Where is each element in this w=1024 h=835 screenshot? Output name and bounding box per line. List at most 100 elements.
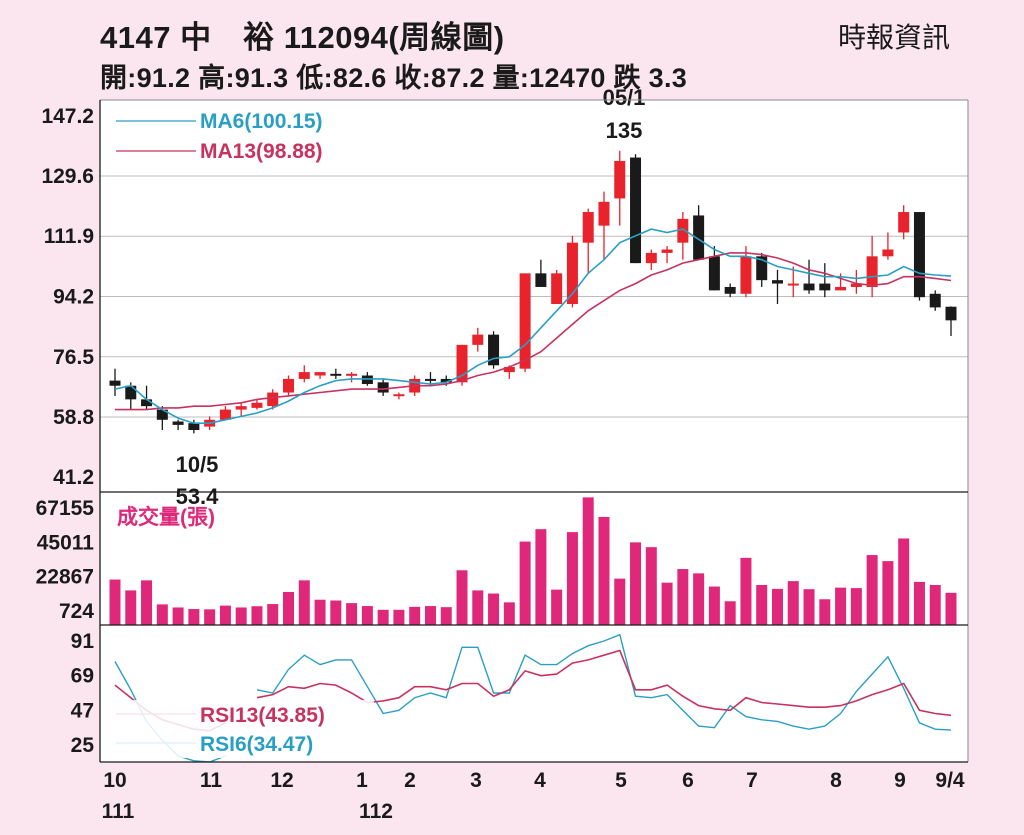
volume-bar: [803, 589, 815, 625]
volume-bar: [724, 601, 736, 625]
volume-bar: [346, 603, 358, 625]
volume-bar: [377, 609, 389, 625]
candle-body: [708, 256, 720, 291]
candle-body: [424, 378, 436, 381]
candle-body: [235, 406, 247, 410]
x-month-label: 9/4: [935, 769, 965, 792]
volume-tick-label: 45011: [37, 531, 95, 554]
x-month-label: 8: [830, 769, 842, 792]
candle-body: [346, 373, 358, 376]
volume-bar: [756, 584, 768, 625]
volume-bar: [866, 555, 878, 625]
rsi13-legend-label: RSI13(43.85): [200, 704, 325, 727]
ma6-line: [114, 228, 952, 424]
candle-body: [519, 273, 531, 369]
price-tick-label: 76.5: [53, 346, 94, 369]
candle-body: [945, 306, 957, 321]
volume-bar: [787, 581, 799, 625]
candle-body: [756, 256, 768, 281]
volume-bar: [188, 609, 200, 625]
volume-bar: [929, 584, 941, 625]
ma6-legend-label: MA6(100.15): [200, 110, 323, 133]
candle-body: [661, 249, 673, 253]
candle-body: [630, 157, 642, 264]
volume-bar: [314, 599, 326, 625]
price-tick-label: 147.2: [41, 105, 94, 128]
candle-body: [440, 378, 452, 383]
volume-bar: [393, 609, 405, 625]
volume-bar: [850, 588, 862, 625]
price-summary: 開:91.2 高:91.3 低:82.6 收:87.2 量:12470 跌 3.…: [100, 63, 688, 93]
candle-body: [740, 256, 752, 294]
volume-bar: [913, 581, 925, 625]
candle-body: [219, 409, 231, 420]
volume-bar: [598, 516, 610, 625]
price-tick-label: 94.2: [53, 286, 94, 309]
volume-bar: [835, 587, 847, 625]
candle-body: [156, 409, 168, 420]
volume-bar: [551, 589, 563, 625]
volume-bar: [645, 547, 657, 625]
volume-bar: [330, 600, 342, 625]
chart-title: 4147 中 裕 112094(周線圖): [100, 20, 505, 55]
volume-legend-label: 成交量(張): [117, 505, 215, 529]
candle-body: [377, 382, 389, 393]
volume-bar: [819, 599, 831, 625]
volume-bar: [235, 607, 247, 625]
volume-bar: [283, 591, 295, 625]
candle-body: [677, 218, 689, 243]
candle-body: [456, 344, 468, 383]
rsi-tick-label: 25: [71, 734, 95, 757]
volume-tick-label: 22867: [36, 566, 94, 589]
candle-body: [330, 373, 342, 376]
candle-body: [488, 334, 500, 366]
x-month-label: 11: [200, 769, 223, 792]
volume-bar: [630, 542, 642, 625]
price-tick-label: 58.8: [53, 406, 94, 429]
low-value-label: 53.4: [176, 484, 220, 509]
candle-body: [787, 283, 799, 286]
volume-bar: [519, 541, 531, 625]
candle-body: [472, 334, 484, 345]
candle-body: [693, 215, 705, 260]
candle-body: [393, 394, 405, 397]
volume-bar: [488, 593, 500, 625]
volume-tick-label: 67155: [36, 497, 95, 520]
volume-bar: [251, 606, 263, 625]
x-month-label: 4: [534, 769, 546, 792]
candle-body: [566, 242, 578, 304]
x-year-label: 112: [359, 800, 393, 823]
candle-body: [141, 399, 153, 407]
x-month-label: 7: [746, 769, 758, 792]
volume-bar: [125, 590, 137, 625]
rsi-legend-box: [112, 700, 374, 758]
volume-bar: [582, 497, 594, 625]
candle-body: [598, 201, 610, 226]
volume-bar: [708, 586, 720, 625]
x-month-label: 6: [682, 769, 694, 792]
volume-bar: [677, 569, 689, 625]
candle-body: [819, 283, 831, 291]
candle-body: [614, 160, 626, 199]
volume-bar: [535, 529, 547, 625]
low-date-label: 10/5: [176, 452, 219, 477]
candle-body: [929, 293, 941, 308]
candle-body: [866, 256, 878, 287]
x-month-label: 3: [470, 769, 482, 792]
volume-bar: [614, 578, 626, 625]
volume-bar: [424, 606, 436, 625]
candle-body: [724, 286, 736, 294]
candle-body: [251, 402, 263, 408]
candle-body: [535, 273, 547, 287]
candle-body: [298, 372, 310, 379]
candle-body: [898, 212, 910, 233]
candle-body: [188, 423, 200, 431]
candle-body: [125, 385, 137, 400]
volume-bar: [219, 605, 231, 625]
volume-bar: [566, 532, 578, 625]
x-month-label: 1: [356, 769, 368, 792]
volume-bar: [456, 570, 468, 625]
candle-body: [645, 252, 657, 264]
candle-body: [771, 280, 783, 284]
